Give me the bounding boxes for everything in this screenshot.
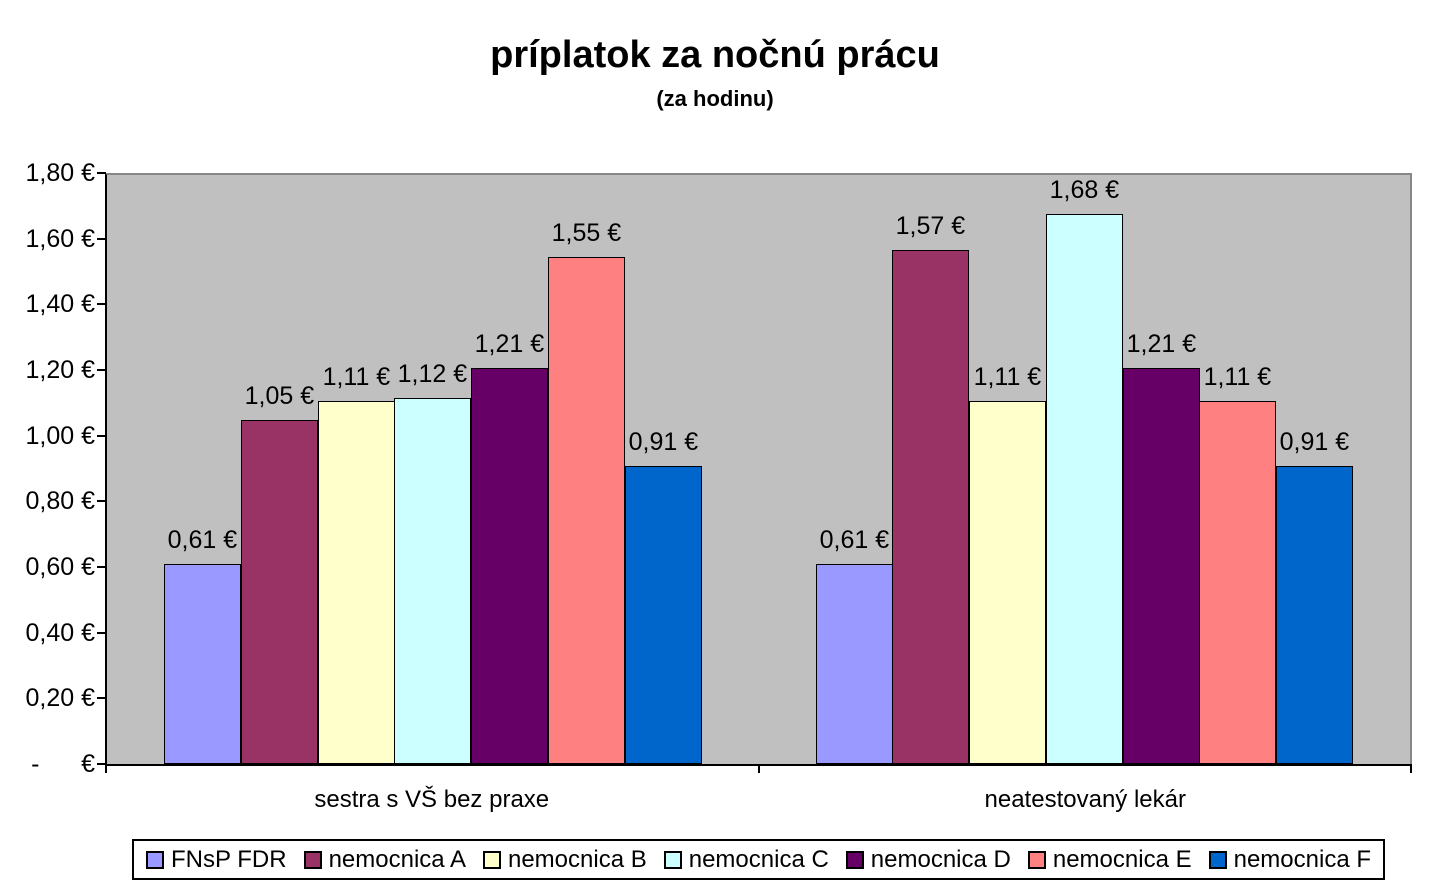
legend-label: nemocnica E [1052,845,1192,873]
legend-swatch [146,850,164,869]
y-tick-mark [97,763,106,765]
bar-fnsp-fdr-cat0 [164,564,241,764]
bar-value-label: 1,05 € [244,382,315,410]
y-tick-label: - € [31,750,95,778]
bar-value-label: 1,21 € [1126,330,1197,358]
y-tick-mark [97,369,106,371]
y-tick-mark [97,632,106,634]
y-tick-label: 1,80 € [25,159,95,187]
y-tick-mark [97,435,106,437]
bar-nemocnica-c-cat0 [394,398,471,764]
legend-swatch [303,850,322,869]
category-label: sestra s VŠ bez praxe [314,786,550,813]
legend: FNsP FDR nemocnica A nemocnica B nemocnica … [105,839,1412,880]
legend-swatch [663,850,682,869]
bar-value-label: 1,55 € [551,219,622,247]
bar-nemocnica-e-cat0 [548,257,625,764]
bar-fnsp-fdr-cat1 [816,564,893,764]
y-tick-mark [97,500,106,502]
legend-swatch [1208,850,1227,869]
category-label: neatestovaný lekár [984,786,1186,813]
bar-value-label: 1,11 € [1203,363,1272,391]
bar-value-label: 0,61 € [819,526,890,554]
bar-value-label: 0,91 € [628,428,699,456]
bar-nemocnica-c-cat1 [1046,214,1123,764]
legend-swatch [845,850,864,869]
legend-label: nemocnica D [870,845,1011,873]
y-tick-mark [97,697,106,699]
bar-nemocnica-b-cat0 [318,401,395,764]
y-tick-label: 0,60 € [25,553,95,581]
legend-item: nemocnica F [1208,845,1371,874]
y-tick-label: 0,20 € [25,684,95,712]
plot-area: 0,61 €0,61 €1,05 €1,57 €1,11 €1,11 €1,12… [105,173,1412,766]
bar-value-label: 1,68 € [1049,176,1120,204]
legend-box: FNsP FDR nemocnica A nemocnica B nemocnica … [132,839,1385,880]
legend-item: nemocnica E [1027,845,1192,874]
legend-label: nemocnica A [328,845,466,873]
bar-value-label: 0,91 € [1279,428,1350,456]
y-tick-label: 0,80 € [25,487,95,515]
bar-value-label: 0,61 € [167,526,238,554]
legend-item: FNsP FDR [146,846,287,874]
y-tick-mark [97,566,106,568]
x-tick-mark [758,764,760,773]
legend-label: nemocnica F [1233,845,1371,873]
legend-swatch [482,850,501,869]
y-tick-label: 1,00 € [25,422,95,450]
y-tick-label: 1,20 € [25,356,95,384]
legend-label: FNsP FDR [171,845,287,873]
legend-item: nemocnica C [663,845,829,874]
bar-value-label: 1,21 € [474,330,545,358]
y-tick-label: 1,40 € [25,290,95,318]
bar-nemocnica-a-cat0 [241,420,318,764]
y-tick-label: 1,60 € [25,225,95,253]
legend-item: nemocnica D [845,845,1011,874]
bar-value-label: 1,11 € [973,363,1042,391]
bar-nemocnica-e-cat1 [1199,401,1276,764]
y-tick-mark [97,238,106,240]
y-tick-label: 0,40 € [25,619,95,647]
legend-label: nemocnica C [688,845,829,873]
bar-value-label: 1,57 € [895,212,966,240]
legend-item: nemocnica B [482,845,647,874]
bar-nemocnica-a-cat1 [892,250,969,764]
bar-nemocnica-b-cat1 [969,401,1046,764]
legend-item: nemocnica A [303,845,466,874]
chart-title: príplatok za nočnú prácu [490,34,940,76]
x-tick-mark [1410,764,1412,773]
bar-nemocnica-d-cat1 [1123,368,1200,764]
bar-value-label: 1,12 € [397,360,468,388]
chart-subtitle: (za hodinu) [656,86,774,111]
bar-nemocnica-d-cat0 [471,368,548,764]
bar-nemocnica-f-cat0 [625,466,702,764]
y-tick-mark [97,303,106,305]
x-tick-mark [105,764,107,773]
bar-nemocnica-f-cat1 [1276,466,1353,764]
legend-swatch [1027,850,1046,869]
bar-value-label: 1,11 € [322,363,391,391]
y-tick-mark [97,172,106,174]
legend-label: nemocnica B [507,845,647,873]
